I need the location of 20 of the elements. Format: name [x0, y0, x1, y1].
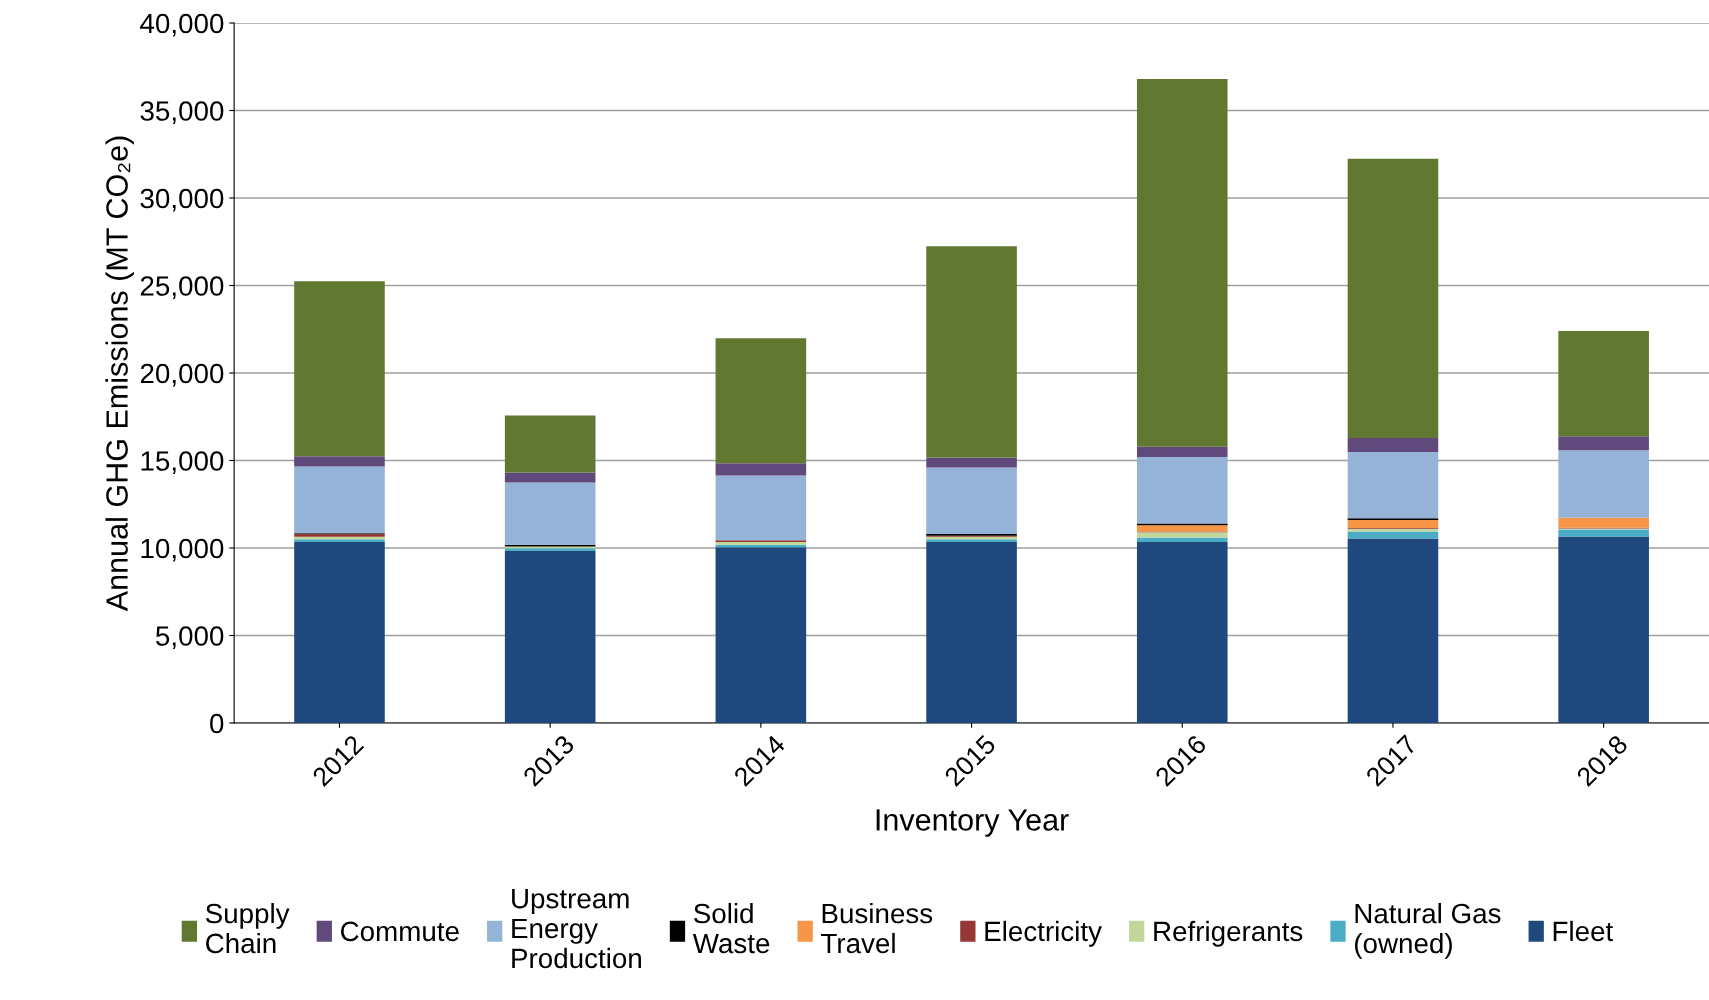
y-tick-label: 10,000 [141, 538, 224, 562]
y-tick-label: 0 [210, 713, 224, 734]
legend-label: Refrigerants [1154, 920, 1303, 947]
y-tick-label: 30,000 [140, 188, 224, 212]
legend-label: Electricity [985, 920, 1102, 947]
legend-label: Natural Gas (owned) [1355, 902, 1501, 959]
legend-label: Supply Chain [205, 902, 290, 954]
legend-label: Fleet [1553, 920, 1614, 942]
x-axis-title: Inventory Year [876, 809, 1069, 837]
y-tick-label: 20,000 [140, 363, 224, 387]
y-tick-label: 5,000 [156, 626, 224, 650]
y-tick-label: 35,000 [140, 101, 224, 125]
legend-label: Commute [340, 921, 459, 942]
legend-label: Upstream Energy Production [512, 889, 641, 969]
legend-label: Solid Waste [692, 902, 770, 954]
y-tick-label: 40,000 [140, 13, 224, 37]
y-tick-label: 15,000 [141, 451, 224, 475]
legend-label: Business Travel [821, 902, 933, 954]
y-axis-title: Annual GHG Emissions (MT CO₂e) [105, 136, 134, 612]
y-tick-label: 25,000 [140, 276, 224, 300]
